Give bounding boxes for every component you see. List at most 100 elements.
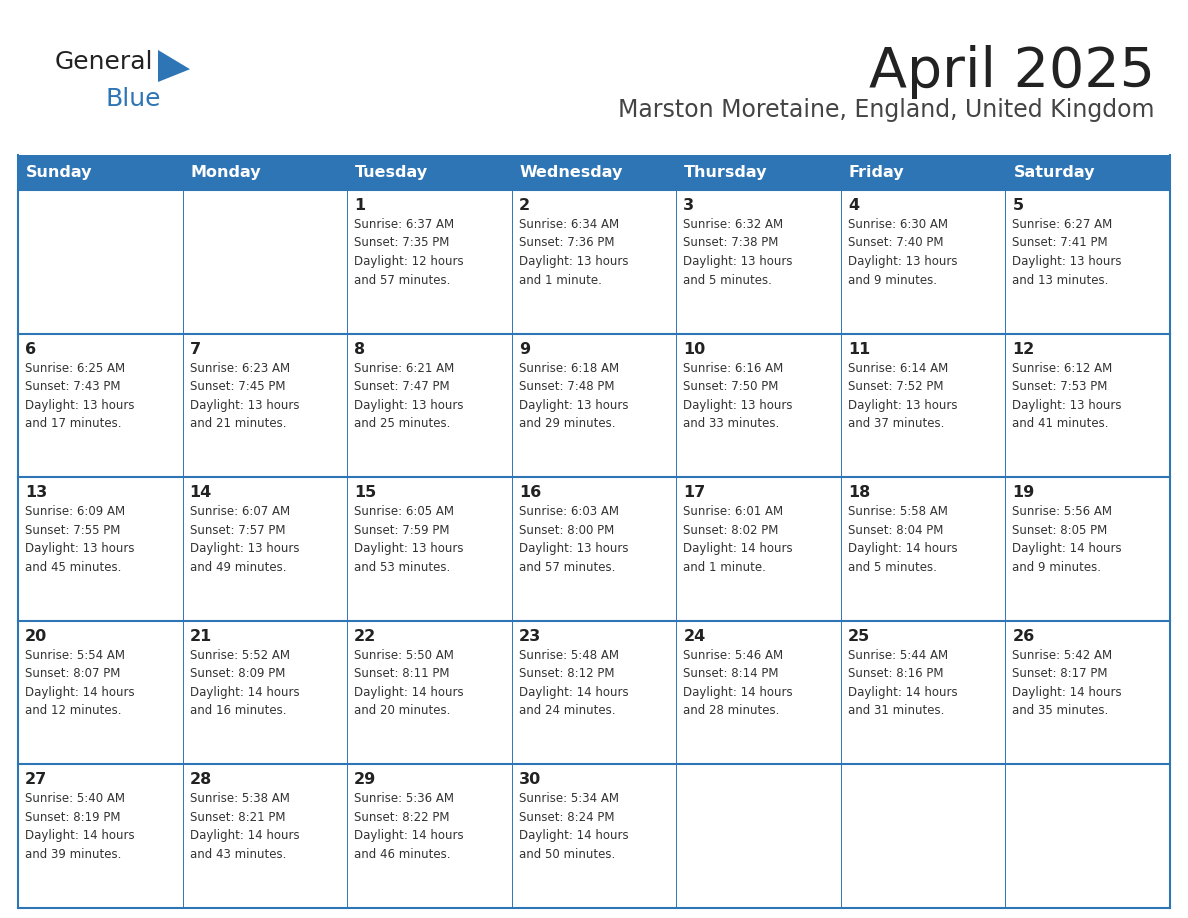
Text: Marston Moretaine, England, United Kingdom: Marston Moretaine, England, United Kingd… <box>619 98 1155 122</box>
Text: 20: 20 <box>25 629 48 644</box>
Text: Sunrise: 5:58 AM
Sunset: 8:04 PM
Daylight: 14 hours
and 5 minutes.: Sunrise: 5:58 AM Sunset: 8:04 PM Dayligh… <box>848 505 958 574</box>
Text: Sunrise: 6:27 AM
Sunset: 7:41 PM
Daylight: 13 hours
and 13 minutes.: Sunrise: 6:27 AM Sunset: 7:41 PM Dayligh… <box>1012 218 1121 286</box>
Bar <box>1005 621 1170 765</box>
Bar <box>18 190 183 333</box>
Bar <box>676 477 841 621</box>
Text: Sunrise: 6:01 AM
Sunset: 8:02 PM
Daylight: 14 hours
and 1 minute.: Sunrise: 6:01 AM Sunset: 8:02 PM Dayligh… <box>683 505 792 574</box>
Bar <box>676 621 841 765</box>
Text: Sunrise: 6:23 AM
Sunset: 7:45 PM
Daylight: 13 hours
and 21 minutes.: Sunrise: 6:23 AM Sunset: 7:45 PM Dayligh… <box>190 362 299 431</box>
Bar <box>18 621 183 765</box>
Text: Saturday: Saturday <box>1013 165 1095 180</box>
Text: Blue: Blue <box>105 87 160 111</box>
Text: 17: 17 <box>683 486 706 500</box>
Text: Sunrise: 5:42 AM
Sunset: 8:17 PM
Daylight: 14 hours
and 35 minutes.: Sunrise: 5:42 AM Sunset: 8:17 PM Dayligh… <box>1012 649 1121 717</box>
Text: Sunrise: 6:18 AM
Sunset: 7:48 PM
Daylight: 13 hours
and 29 minutes.: Sunrise: 6:18 AM Sunset: 7:48 PM Dayligh… <box>519 362 628 431</box>
Text: 3: 3 <box>683 198 695 213</box>
Text: 28: 28 <box>190 772 211 788</box>
Text: 8: 8 <box>354 341 365 356</box>
Text: Sunrise: 6:16 AM
Sunset: 7:50 PM
Daylight: 13 hours
and 33 minutes.: Sunrise: 6:16 AM Sunset: 7:50 PM Dayligh… <box>683 362 792 431</box>
Text: Thursday: Thursday <box>684 165 767 180</box>
Bar <box>512 155 676 190</box>
Bar <box>512 621 676 765</box>
Text: Sunrise: 6:05 AM
Sunset: 7:59 PM
Daylight: 13 hours
and 53 minutes.: Sunrise: 6:05 AM Sunset: 7:59 PM Dayligh… <box>354 505 463 574</box>
Bar <box>512 190 676 333</box>
Text: Sunday: Sunday <box>26 165 93 180</box>
Text: Sunrise: 5:56 AM
Sunset: 8:05 PM
Daylight: 14 hours
and 9 minutes.: Sunrise: 5:56 AM Sunset: 8:05 PM Dayligh… <box>1012 505 1121 574</box>
Text: 9: 9 <box>519 341 530 356</box>
Text: Sunrise: 5:34 AM
Sunset: 8:24 PM
Daylight: 14 hours
and 50 minutes.: Sunrise: 5:34 AM Sunset: 8:24 PM Dayligh… <box>519 792 628 861</box>
Bar <box>1005 190 1170 333</box>
Bar <box>841 333 1005 477</box>
Text: Sunrise: 6:12 AM
Sunset: 7:53 PM
Daylight: 13 hours
and 41 minutes.: Sunrise: 6:12 AM Sunset: 7:53 PM Dayligh… <box>1012 362 1121 431</box>
Text: 2: 2 <box>519 198 530 213</box>
Text: 19: 19 <box>1012 486 1035 500</box>
Text: Sunrise: 6:21 AM
Sunset: 7:47 PM
Daylight: 13 hours
and 25 minutes.: Sunrise: 6:21 AM Sunset: 7:47 PM Dayligh… <box>354 362 463 431</box>
Bar <box>512 333 676 477</box>
Bar <box>18 155 183 190</box>
Bar <box>841 155 1005 190</box>
Bar <box>676 155 841 190</box>
Bar <box>347 333 512 477</box>
Text: Sunrise: 6:32 AM
Sunset: 7:38 PM
Daylight: 13 hours
and 5 minutes.: Sunrise: 6:32 AM Sunset: 7:38 PM Dayligh… <box>683 218 792 286</box>
Text: 24: 24 <box>683 629 706 644</box>
Text: 26: 26 <box>1012 629 1035 644</box>
Bar <box>1005 477 1170 621</box>
Text: 5: 5 <box>1012 198 1024 213</box>
Bar <box>676 333 841 477</box>
Text: Sunrise: 6:30 AM
Sunset: 7:40 PM
Daylight: 13 hours
and 9 minutes.: Sunrise: 6:30 AM Sunset: 7:40 PM Dayligh… <box>848 218 958 286</box>
Text: Sunrise: 6:03 AM
Sunset: 8:00 PM
Daylight: 13 hours
and 57 minutes.: Sunrise: 6:03 AM Sunset: 8:00 PM Dayligh… <box>519 505 628 574</box>
Bar <box>676 190 841 333</box>
Text: Sunrise: 5:52 AM
Sunset: 8:09 PM
Daylight: 14 hours
and 16 minutes.: Sunrise: 5:52 AM Sunset: 8:09 PM Dayligh… <box>190 649 299 717</box>
Text: Sunrise: 5:46 AM
Sunset: 8:14 PM
Daylight: 14 hours
and 28 minutes.: Sunrise: 5:46 AM Sunset: 8:14 PM Dayligh… <box>683 649 792 717</box>
Text: 21: 21 <box>190 629 211 644</box>
Text: Sunrise: 6:09 AM
Sunset: 7:55 PM
Daylight: 13 hours
and 45 minutes.: Sunrise: 6:09 AM Sunset: 7:55 PM Dayligh… <box>25 505 134 574</box>
Text: 15: 15 <box>354 486 377 500</box>
Bar <box>183 765 347 908</box>
Bar <box>841 621 1005 765</box>
Bar <box>1005 333 1170 477</box>
Text: 10: 10 <box>683 341 706 356</box>
Text: 1: 1 <box>354 198 365 213</box>
Bar <box>183 333 347 477</box>
Bar <box>676 765 841 908</box>
Bar <box>1005 765 1170 908</box>
Bar <box>512 477 676 621</box>
Bar <box>18 333 183 477</box>
Text: Sunrise: 5:50 AM
Sunset: 8:11 PM
Daylight: 14 hours
and 20 minutes.: Sunrise: 5:50 AM Sunset: 8:11 PM Dayligh… <box>354 649 463 717</box>
Bar <box>183 621 347 765</box>
Bar <box>841 190 1005 333</box>
Text: 29: 29 <box>354 772 377 788</box>
Text: Sunrise: 6:25 AM
Sunset: 7:43 PM
Daylight: 13 hours
and 17 minutes.: Sunrise: 6:25 AM Sunset: 7:43 PM Dayligh… <box>25 362 134 431</box>
Text: Sunrise: 6:34 AM
Sunset: 7:36 PM
Daylight: 13 hours
and 1 minute.: Sunrise: 6:34 AM Sunset: 7:36 PM Dayligh… <box>519 218 628 286</box>
Text: 11: 11 <box>848 341 870 356</box>
Text: Friday: Friday <box>849 165 904 180</box>
Text: General: General <box>55 50 153 74</box>
Text: 18: 18 <box>848 486 870 500</box>
Text: 30: 30 <box>519 772 541 788</box>
Text: Sunrise: 6:14 AM
Sunset: 7:52 PM
Daylight: 13 hours
and 37 minutes.: Sunrise: 6:14 AM Sunset: 7:52 PM Dayligh… <box>848 362 958 431</box>
Text: Sunrise: 5:44 AM
Sunset: 8:16 PM
Daylight: 14 hours
and 31 minutes.: Sunrise: 5:44 AM Sunset: 8:16 PM Dayligh… <box>848 649 958 717</box>
Polygon shape <box>158 50 190 82</box>
Text: Wednesday: Wednesday <box>519 165 623 180</box>
Bar <box>18 765 183 908</box>
Text: 22: 22 <box>354 629 377 644</box>
Text: 12: 12 <box>1012 341 1035 356</box>
Bar <box>347 765 512 908</box>
Text: Sunrise: 5:36 AM
Sunset: 8:22 PM
Daylight: 14 hours
and 46 minutes.: Sunrise: 5:36 AM Sunset: 8:22 PM Dayligh… <box>354 792 463 861</box>
Text: Sunrise: 6:07 AM
Sunset: 7:57 PM
Daylight: 13 hours
and 49 minutes.: Sunrise: 6:07 AM Sunset: 7:57 PM Dayligh… <box>190 505 299 574</box>
Text: Sunrise: 6:37 AM
Sunset: 7:35 PM
Daylight: 12 hours
and 57 minutes.: Sunrise: 6:37 AM Sunset: 7:35 PM Dayligh… <box>354 218 463 286</box>
Bar <box>841 477 1005 621</box>
Text: Sunrise: 5:38 AM
Sunset: 8:21 PM
Daylight: 14 hours
and 43 minutes.: Sunrise: 5:38 AM Sunset: 8:21 PM Dayligh… <box>190 792 299 861</box>
Text: 14: 14 <box>190 486 211 500</box>
Text: 6: 6 <box>25 341 36 356</box>
Bar <box>841 765 1005 908</box>
Text: Sunrise: 5:48 AM
Sunset: 8:12 PM
Daylight: 14 hours
and 24 minutes.: Sunrise: 5:48 AM Sunset: 8:12 PM Dayligh… <box>519 649 628 717</box>
Text: Tuesday: Tuesday <box>355 165 428 180</box>
Text: 16: 16 <box>519 486 541 500</box>
Text: April 2025: April 2025 <box>868 45 1155 99</box>
Text: 25: 25 <box>848 629 870 644</box>
Bar <box>1005 155 1170 190</box>
Text: 13: 13 <box>25 486 48 500</box>
Bar <box>512 765 676 908</box>
Bar <box>347 155 512 190</box>
